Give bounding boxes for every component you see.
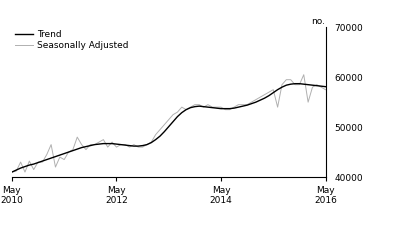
Legend: Trend, Seasonally Adjusted: Trend, Seasonally Adjusted <box>14 29 129 51</box>
Text: no.: no. <box>312 17 326 26</box>
